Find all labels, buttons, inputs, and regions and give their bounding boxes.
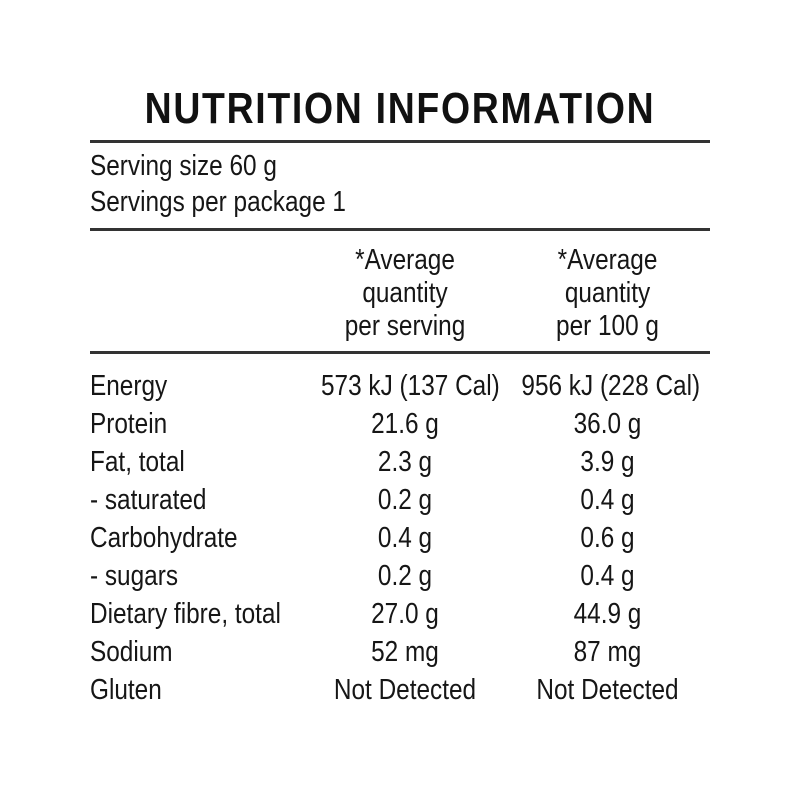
value-per-100g: 0.4 g (580, 484, 635, 516)
divider-middle (90, 228, 710, 231)
servings-per-package-line: Servings per package 1 (90, 186, 346, 218)
value-per-serving: 52 mg (371, 636, 439, 668)
table-row: Sodium 52 mg 87 mg (90, 633, 710, 671)
header-spacer (90, 244, 305, 343)
value-per-100g: 0.6 g (580, 522, 635, 554)
nutrient-name: Gluten (90, 674, 162, 706)
nutrient-name: - saturated (90, 484, 207, 516)
nutrient-name: Fat, total (90, 446, 185, 478)
value-per-serving: 0.2 g (377, 560, 433, 592)
table-header: *Average quantity per serving *Average q… (90, 244, 710, 343)
nutrient-name: Carbohydrate (90, 522, 238, 554)
value-per-100g: 36.0 g (573, 408, 642, 440)
table-row: Protein 21.6 g 36.0 g (90, 405, 710, 443)
value-per-serving: 27.0 g (371, 598, 439, 630)
value-per-100g: 956 kJ (228 Cal) (521, 370, 701, 402)
value-per-100g: Not Detected (536, 674, 679, 706)
value-per-100g: 44.9 g (573, 598, 642, 630)
page-title: NUTRITION INFORMATION (144, 84, 656, 133)
column-header-per-serving: *Average quantity per serving (344, 244, 466, 342)
nutrition-label: NUTRITION INFORMATION Serving size 60 g … (90, 86, 710, 709)
value-per-100g: 3.9 g (580, 446, 635, 478)
serving-size-line: Serving size 60 g (90, 150, 277, 182)
nutrient-name: Energy (90, 370, 168, 402)
value-per-100g: 0.4 g (580, 560, 635, 592)
nutrient-name: Protein (90, 408, 168, 440)
nutrition-rows: Energy 573 kJ (137 Cal) 956 kJ (228 Cal)… (90, 367, 710, 709)
value-per-serving: 2.3 g (377, 446, 433, 478)
value-per-serving: Not Detected (333, 674, 477, 706)
table-row: Carbohydrate 0.4 g 0.6 g (90, 519, 710, 557)
value-per-serving: 21.6 g (371, 408, 439, 440)
nutrient-name: - sugars (90, 560, 179, 592)
table-row: - saturated 0.2 g 0.4 g (90, 481, 710, 519)
value-per-100g: 87 mg (573, 636, 642, 668)
table-row: Fat, total 2.3 g 3.9 g (90, 443, 710, 481)
divider-top (90, 140, 710, 143)
divider-header (90, 351, 710, 354)
table-row: Energy 573 kJ (137 Cal) 956 kJ (228 Cal) (90, 367, 710, 405)
value-per-serving: 573 kJ (137 Cal) (321, 370, 500, 402)
column-header-per-100g: *Average quantity per 100 g (556, 244, 659, 342)
value-per-serving: 0.4 g (377, 522, 433, 554)
value-per-serving: 0.2 g (377, 484, 433, 516)
nutrient-name: Dietary fibre, total (90, 598, 281, 630)
nutrient-name: Sodium (90, 636, 173, 668)
table-row: - sugars 0.2 g 0.4 g (90, 557, 710, 595)
table-row: Gluten Not Detected Not Detected (90, 671, 710, 709)
table-row: Dietary fibre, total 27.0 g 44.9 g (90, 595, 710, 633)
serving-info: Serving size 60 g Servings per package 1 (90, 148, 710, 220)
